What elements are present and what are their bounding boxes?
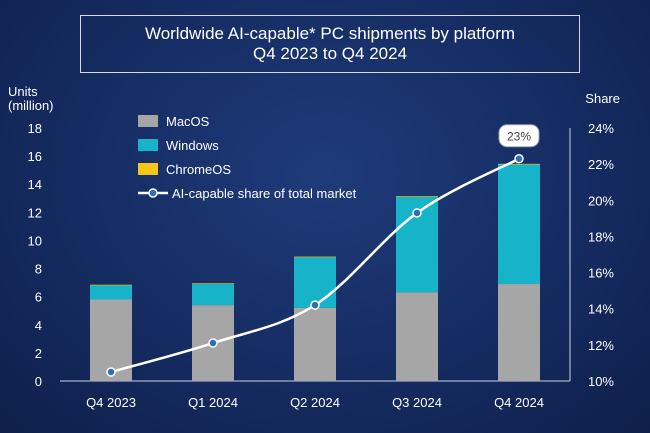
y2-axis-title: Share [585, 91, 620, 106]
x-tick-label: Q4 2024 [494, 395, 544, 410]
chart-title: Worldwide AI-capable* PC shipments by pl… [144, 24, 516, 43]
x-tick-label: Q2 2024 [290, 395, 340, 410]
bar-windows [498, 164, 540, 285]
y-axis-title: Units [8, 84, 38, 99]
y-tick-label: 8 [35, 262, 42, 277]
x-tick-label: Q4 2023 [86, 395, 136, 410]
legend-label-share: AI-capable share of total market [172, 186, 357, 201]
y-tick-label: 18 [28, 121, 42, 136]
share-callout-label: 23% [507, 130, 531, 144]
bar-windows [192, 284, 234, 306]
legend-label-macos: MacOS [166, 114, 210, 129]
y2-tick-label: 20% [588, 193, 614, 208]
y2-tick-label: 14% [588, 302, 614, 317]
y-tick-label: 6 [35, 290, 42, 305]
legend-swatch-chromeos [138, 163, 158, 175]
bar-macos [396, 292, 438, 381]
bar-chromeos [498, 163, 540, 165]
y-tick-label: 12 [28, 205, 42, 220]
chart-title-box: Worldwide AI-capable* PC shipments by pl… [80, 15, 580, 73]
y2-tick-label: 16% [588, 266, 614, 281]
y2-tick-label: 12% [588, 338, 614, 353]
bar-chromeos [192, 283, 234, 285]
bar-chromeos [294, 256, 336, 258]
y2-tick-label: 10% [588, 374, 614, 389]
x-tick-label: Q1 2024 [188, 395, 238, 410]
chart-subtitle: Q4 2023 to Q4 2024 [252, 44, 408, 63]
bar-windows [294, 257, 336, 308]
y-tick-label: 14 [28, 177, 42, 192]
legend-swatch-windows [138, 139, 158, 151]
y-tick-label: 10 [28, 233, 42, 248]
share-callout-box [498, 124, 540, 148]
share-point [208, 338, 218, 348]
legend-swatch-macos [138, 115, 158, 127]
bar-macos [294, 307, 336, 381]
bar-chromeos [396, 196, 438, 197]
y2-tick-label: 24% [588, 121, 614, 136]
y2-tick-label: 22% [588, 157, 614, 172]
bar-chromeos [90, 284, 132, 286]
legend-marker-share [148, 188, 158, 198]
y-tick-label: 16 [28, 149, 42, 164]
share-point [106, 367, 116, 377]
y-tick-label: 0 [35, 374, 42, 389]
bar-windows [90, 285, 132, 300]
legend-label-chromeos: ChromeOS [166, 162, 231, 177]
y-tick-label: 4 [35, 318, 42, 333]
share-point [412, 208, 422, 218]
y2-tick-label: 18% [588, 229, 614, 244]
y-axis-title-unit: (million) [8, 98, 54, 113]
share-point [310, 300, 320, 310]
bar-macos [498, 284, 540, 381]
y-tick-label: 2 [35, 346, 42, 361]
share-point [514, 153, 524, 164]
legend-label-windows: Windows [166, 138, 219, 153]
x-tick-label: Q3 2024 [392, 395, 442, 410]
